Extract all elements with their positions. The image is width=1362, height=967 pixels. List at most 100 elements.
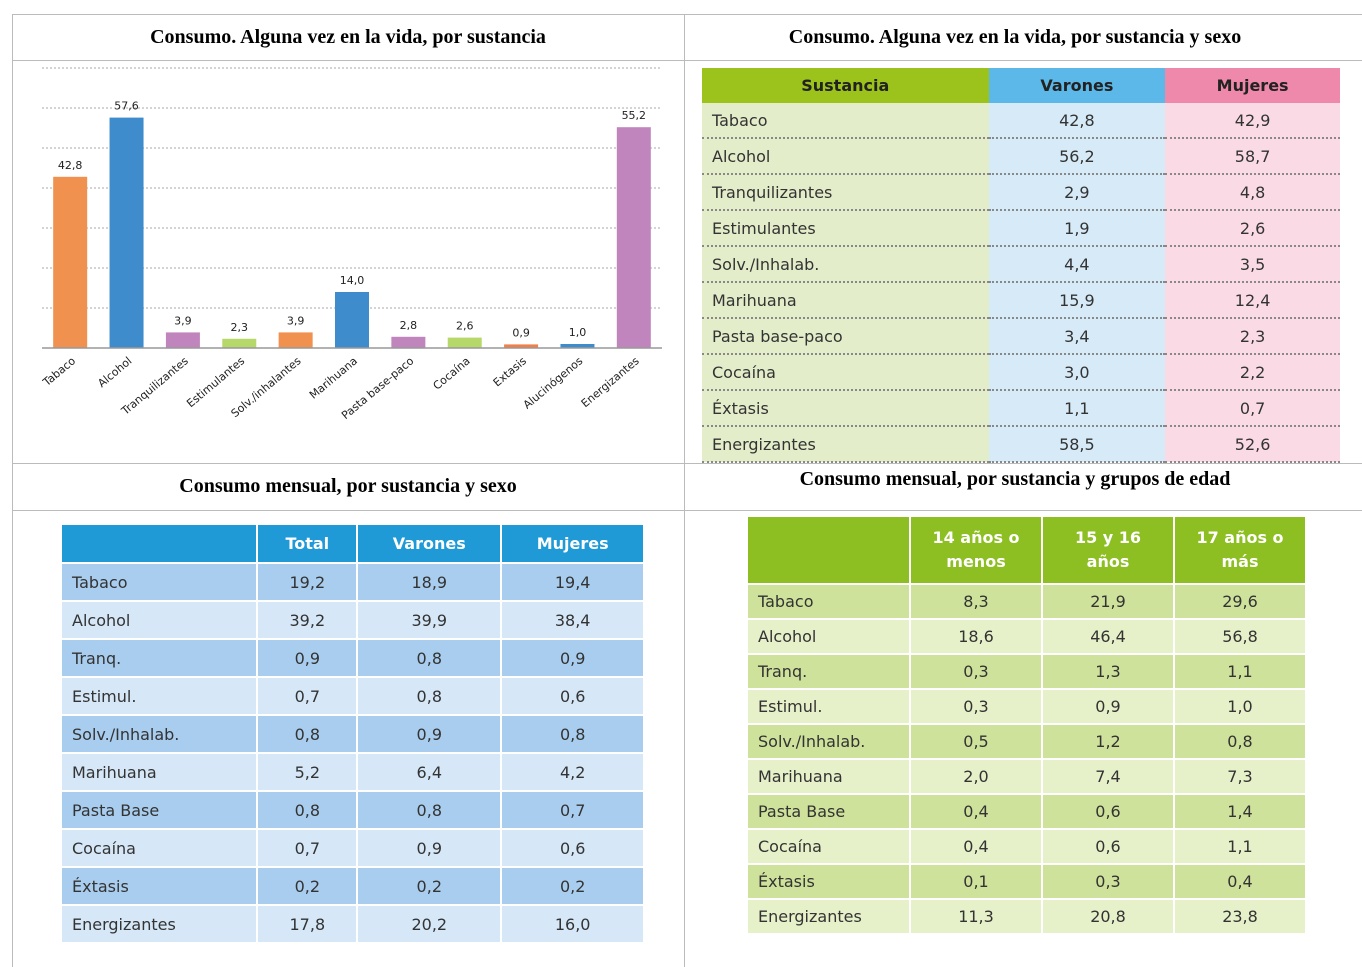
table-cell: 0,3 [1041, 863, 1175, 900]
header-cell: 17 años o más [1173, 515, 1307, 585]
header-cell-blank [746, 515, 911, 585]
table-cell: Pasta Base [59, 790, 259, 830]
header-cell: Mujeres [500, 523, 645, 564]
x-tick-label: Tabaco [40, 354, 79, 389]
table-cell: 23,8 [1173, 898, 1307, 935]
table-cell: 7,3 [1173, 758, 1307, 795]
table-row: Tranquilizantes 2,9 4,8 [702, 174, 1340, 211]
table-row: Pasta base-paco 3,4 2,3 [702, 318, 1340, 355]
table-cell: 0,6 [500, 676, 645, 716]
panel-title: Consumo mensual, por sustancia y grupos … [799, 468, 1231, 490]
table-cell: Marihuana [59, 752, 259, 792]
table-row: Energizantes 17,8 20,2 16,0 [59, 904, 645, 944]
table-cell: 1,2 [1041, 723, 1175, 760]
table-cell: 1,1 [1173, 828, 1307, 865]
table-row: Alcohol 39,2 39,9 38,4 [59, 600, 645, 640]
table-row: Tabaco 19,2 18,9 19,4 [59, 562, 645, 602]
table-cell: 4,4 [988, 246, 1166, 283]
frame-line [12, 463, 1362, 464]
table-cell: 39,2 [256, 600, 359, 640]
data-label: 14,0 [340, 274, 365, 287]
header-row: Sustancia Varones Mujeres [702, 68, 1340, 103]
table-cell: Alcohol [59, 600, 259, 640]
header-cell: Sustancia [702, 68, 989, 103]
table-cell: 0,9 [256, 638, 359, 678]
table-cell: 19,4 [500, 562, 645, 602]
table-row: Pasta Base 0,8 0,8 0,7 [59, 790, 645, 830]
table-cell: Solv./Inhalab. [746, 723, 911, 760]
bar [53, 176, 88, 348]
bar [616, 127, 651, 348]
header-row: 14 años o menos 15 y 16 años 17 años o más [746, 515, 1307, 585]
table-cell: Solv./Inhalab. [702, 246, 989, 283]
table-cell: 1,1 [1173, 653, 1307, 690]
table-cell: 0,4 [909, 793, 1043, 830]
table-cell: Energizantes [746, 898, 911, 935]
table-cell: 2,9 [988, 174, 1166, 211]
table-row: Solv./Inhalab. 4,4 3,5 [702, 246, 1340, 283]
header-cell: Total [256, 523, 359, 564]
table-cell: Marihuana [702, 282, 989, 319]
table-cell: 52,6 [1165, 426, 1340, 463]
table-cell: 0,1 [909, 863, 1043, 900]
table-cell: 29,6 [1173, 583, 1307, 620]
table-row: Tranq. 0,9 0,8 0,9 [59, 638, 645, 678]
x-tick-label: Cocaína [431, 354, 473, 392]
table-cell: 2,0 [909, 758, 1043, 795]
table-cell: 12,4 [1165, 282, 1340, 319]
data-label: 2,6 [456, 320, 474, 333]
table-cell: 0,7 [256, 676, 359, 716]
x-tick-label: Marihuana [307, 354, 360, 401]
table-cell: 3,5 [1165, 246, 1340, 283]
frame-line [12, 60, 1362, 61]
table-cell: 11,3 [909, 898, 1043, 935]
table-row: Pasta Base 0,4 0,6 1,4 [746, 793, 1307, 830]
table-row: Alcohol 56,2 58,7 [702, 138, 1340, 175]
table-cell: 0,4 [909, 828, 1043, 865]
table-cell: 0,3 [909, 688, 1043, 725]
table-cell: 0,8 [1173, 723, 1307, 760]
table-cell: 0,2 [356, 866, 503, 906]
table-cell: 0,6 [1041, 793, 1175, 830]
bar-chart: 42,8Tabaco57,6Alcohol3,9Tranquilizantes2… [40, 67, 662, 422]
table-row: Energizantes 11,3 20,8 23,8 [746, 898, 1307, 935]
table-cell: 0,6 [500, 828, 645, 868]
data-label: 57,6 [114, 100, 139, 113]
table-cell: 0,4 [1173, 863, 1307, 900]
data-label: 55,2 [622, 109, 647, 122]
table-row: Solv./Inhalab. 0,8 0,9 0,8 [59, 714, 645, 754]
table-row: Tabaco 42,8 42,9 [702, 103, 1340, 139]
table-cell: 0,8 [356, 638, 503, 678]
table-row: Energizantes 58,5 52,6 [702, 426, 1340, 463]
table-cell: 6,4 [356, 752, 503, 792]
bar [165, 332, 200, 348]
table-cell: Estimul. [746, 688, 911, 725]
table-cell: 19,2 [256, 562, 359, 602]
header-cell: Mujeres [1165, 68, 1340, 103]
data-label: 42,8 [58, 159, 83, 172]
table-cell: 0,9 [1041, 688, 1175, 725]
table-row: Tabaco 8,3 21,9 29,6 [746, 583, 1307, 620]
table-cell: 3,4 [988, 318, 1166, 355]
table-cell: 16,0 [500, 904, 645, 944]
table-row: Solv./Inhalab. 0,5 1,2 0,8 [746, 723, 1307, 760]
table-cell: Tabaco [702, 103, 989, 139]
table-row: Marihuana 5,2 6,4 4,2 [59, 752, 645, 792]
table-cell: 2,2 [1165, 354, 1340, 391]
frame-line [684, 14, 685, 967]
table-cell: 2,3 [1165, 318, 1340, 355]
table-cell: 20,2 [356, 904, 503, 944]
table-cell: 56,2 [988, 138, 1166, 175]
data-label: 0,9 [512, 326, 530, 339]
table-cell: Tranq. [746, 653, 911, 690]
table-cell: 5,2 [256, 752, 359, 792]
table-cell: 1,0 [1173, 688, 1307, 725]
bar [447, 337, 482, 348]
table: 14 años o menos 15 y 16 años 17 años o más… [746, 515, 1307, 935]
table-cell: 0,3 [909, 653, 1043, 690]
table-cell: 0,7 [500, 790, 645, 830]
bar [222, 338, 257, 348]
header-cell: Varones [988, 68, 1166, 103]
table-cell: 58,5 [988, 426, 1166, 463]
table-row: Estimul. 0,7 0,8 0,6 [59, 676, 645, 716]
